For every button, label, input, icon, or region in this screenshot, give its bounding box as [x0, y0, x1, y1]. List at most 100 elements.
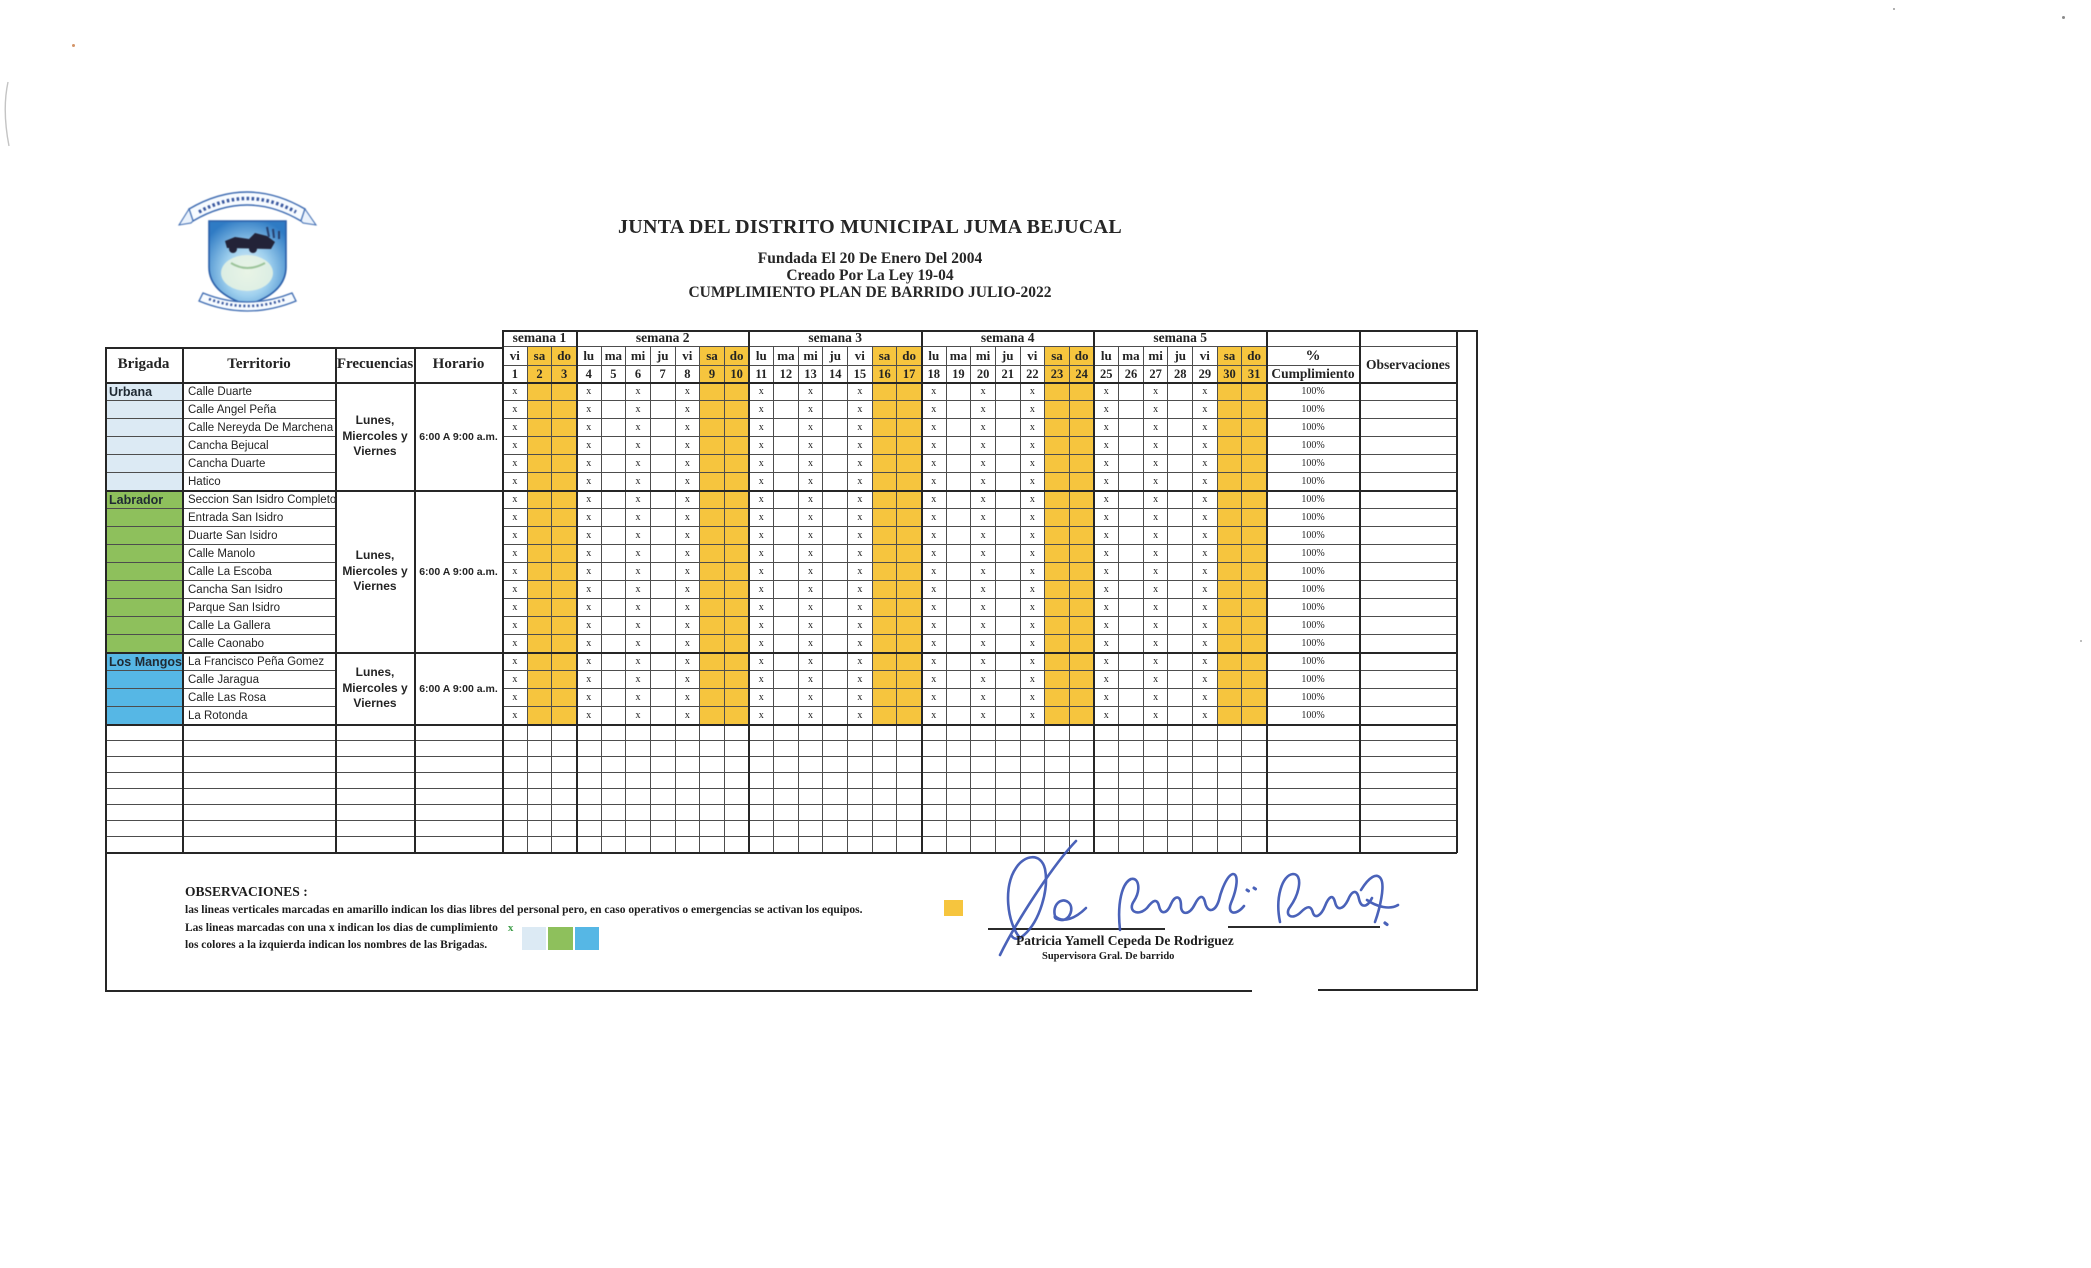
frecuencias-cell: Lunes, Miercoles y Viernes [336, 383, 415, 491]
empty-day-cell [576, 837, 602, 853]
empty-day-cell [823, 773, 849, 789]
day-name-cell: vi [1020, 347, 1046, 366]
day-cell [1119, 617, 1144, 635]
empty-frecuencias-cell [336, 789, 415, 805]
empty-day-cell [724, 725, 750, 741]
day-cell: x [576, 473, 602, 491]
day-cell: x [1020, 689, 1046, 707]
day-cell [872, 491, 898, 509]
day-name-cell: ju [823, 347, 849, 366]
day-cell: x [848, 707, 873, 725]
day-cell [1217, 617, 1243, 635]
day-cell [897, 455, 922, 473]
day-cell: x [503, 473, 528, 491]
day-cell [897, 383, 922, 401]
day-cell [601, 563, 627, 581]
day-cell [872, 581, 898, 599]
territorio-cell: Calle Nereyda De Marchena [183, 419, 336, 437]
day-cell [1168, 671, 1194, 689]
day-cell [1119, 419, 1144, 437]
day-cell: x [1143, 653, 1169, 671]
day-cell: x [626, 383, 651, 401]
brigada-cell: Urbana [105, 383, 183, 401]
day-cell: x [848, 599, 873, 617]
empty-observacion-cell [1360, 789, 1457, 805]
brigada-cell: Labrador [105, 491, 183, 509]
day-cell: x [1094, 383, 1120, 401]
empty-cumplimiento-cell [1267, 741, 1360, 757]
day-cell [650, 671, 676, 689]
day-cell [1168, 509, 1194, 527]
day-cell [823, 653, 849, 671]
day-cell [995, 689, 1021, 707]
empty-day-cell [848, 789, 873, 805]
day-cell: x [675, 707, 701, 725]
day-cell [774, 491, 799, 509]
empty-day-cell [1143, 821, 1169, 837]
cumplimiento-header: Cumplimiento [1267, 366, 1360, 383]
signature-underline-left [988, 928, 1165, 930]
day-cell [650, 653, 676, 671]
empty-day-cell [1193, 773, 1218, 789]
observacion-cell [1360, 491, 1457, 509]
day-cell: x [848, 455, 873, 473]
day-number-cell: 6 [626, 366, 651, 383]
grid-line [414, 347, 416, 853]
day-cell [823, 599, 849, 617]
empty-day-cell [576, 821, 602, 837]
day-cell [897, 419, 922, 437]
day-cell [601, 581, 627, 599]
day-cell [946, 455, 972, 473]
day-cell: x [503, 527, 528, 545]
empty-day-cell [971, 725, 996, 741]
empty-day-cell [1069, 757, 1095, 773]
day-number-cell: 18 [921, 366, 947, 383]
territorio-cell: Parque San Isidro [183, 599, 336, 617]
empty-day-cell [1143, 741, 1169, 757]
empty-day-cell [527, 805, 553, 821]
day-cell [1217, 707, 1243, 725]
day-cell [1119, 581, 1144, 599]
empty-day-cell [995, 789, 1021, 805]
day-cell [946, 653, 972, 671]
frecuencias-header: Frecuencias [336, 347, 415, 383]
empty-day-cell [1168, 757, 1194, 773]
empty-day-cell [1168, 773, 1194, 789]
day-number-cell: 17 [897, 366, 922, 383]
day-cell [774, 617, 799, 635]
day-cell [650, 491, 676, 509]
day-cell: x [1143, 671, 1169, 689]
day-number-cell: 4 [576, 366, 602, 383]
empty-day-cell [1045, 821, 1070, 837]
day-cell: x [503, 437, 528, 455]
grid-line [105, 382, 1457, 384]
brigada-cell [105, 455, 183, 473]
day-cell [601, 473, 627, 491]
empty-day-cell [848, 741, 873, 757]
empty-day-cell [1168, 805, 1194, 821]
day-cell: x [1193, 635, 1218, 653]
empty-day-cell [1217, 773, 1243, 789]
day-cell [1217, 563, 1243, 581]
day-cell: x [921, 455, 947, 473]
day-cell [1168, 689, 1194, 707]
empty-day-cell [527, 741, 553, 757]
day-cell: x [971, 401, 996, 419]
day-cell [1217, 383, 1243, 401]
day-cell [1242, 653, 1267, 671]
day-cell: x [1020, 545, 1046, 563]
territorio-cell: Calle La Gallera [183, 617, 336, 635]
empty-day-cell [749, 757, 775, 773]
day-number-cell: 9 [700, 366, 725, 383]
day-cell: x [921, 689, 947, 707]
day-cell: x [1193, 383, 1218, 401]
day-cell: x [576, 563, 602, 581]
day-cell [527, 383, 553, 401]
day-cell [897, 401, 922, 419]
cumplimiento-cell: 100% [1267, 473, 1360, 491]
day-cell [995, 671, 1021, 689]
grid-line [105, 990, 1252, 992]
empty-day-cell [995, 741, 1021, 757]
day-cell [552, 707, 577, 725]
day-cell [946, 581, 972, 599]
